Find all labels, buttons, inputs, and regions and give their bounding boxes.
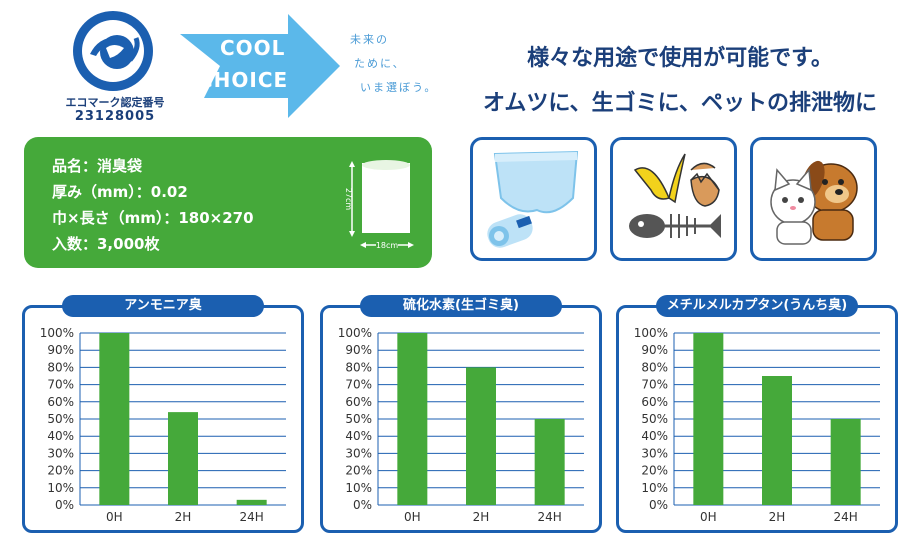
- y-tick-label: 30%: [641, 446, 668, 460]
- x-tick-label: 2H: [769, 510, 786, 524]
- use-food-waste: [610, 137, 737, 261]
- bag-width-label: 18cm: [376, 241, 399, 250]
- x-tick-label: 0H: [404, 510, 421, 524]
- spec-thickness: 厚み（mm）：0.02: [52, 183, 188, 201]
- y-tick-label: 60%: [641, 395, 668, 409]
- chart-panel-methyl-mercaptan: メチルメルカプタン(うんち臭) 0% 10% 20% 30% 40% 50% 60% 70% 8…: [616, 295, 898, 533]
- spec-size: 巾×長さ（mm）：180×270: [52, 209, 254, 227]
- cool-choice-tagline: 未来の ために、 いま選ぼう。: [350, 28, 460, 100]
- bar: [830, 419, 861, 505]
- tagline-line: ために、: [354, 57, 406, 70]
- food-waste-icon: [629, 153, 721, 238]
- cool-text: COOL: [220, 36, 286, 60]
- eco-mark-label: エコマーク認定番号: [65, 96, 165, 109]
- bar: [397, 333, 428, 505]
- y-tick-label: 100%: [40, 326, 74, 340]
- arrow-icon: [180, 14, 340, 118]
- use-pets: [750, 137, 877, 261]
- y-tick-label: 90%: [345, 343, 372, 357]
- diaper-icon: [487, 150, 579, 248]
- bag-height-label: 27cm: [344, 188, 353, 211]
- eco-mark-number: 23128005: [74, 109, 156, 124]
- bar-chart: 0% 10% 20% 30% 40% 50% 60% 70% 80% 90% 100% 0H 2H 24H: [40, 326, 286, 524]
- y-tick-label: 40%: [641, 429, 668, 443]
- headline-primary: 様々な用途で使用が可能です。: [527, 46, 833, 71]
- bar: [534, 419, 565, 505]
- cool-choice-logo: COOL CHOICE: [180, 14, 340, 118]
- use-diaper: [470, 137, 597, 261]
- chart-title: メチルメルカプタン(うんち臭): [656, 295, 858, 317]
- y-tick-label: 20%: [345, 464, 372, 478]
- x-tick-label: 24H: [240, 510, 264, 524]
- eco-mark-icon: [73, 11, 153, 91]
- y-tick-label: 10%: [345, 481, 372, 495]
- y-tick-label: 60%: [345, 395, 372, 409]
- bar: [762, 376, 792, 505]
- bar: [693, 333, 724, 505]
- y-tick-label: 10%: [641, 481, 668, 495]
- headline-secondary: オムツに、生ゴミに、ペットの排泄物に: [482, 91, 878, 116]
- spec-quantity: 入数：3,000枚: [52, 235, 160, 253]
- y-tick-label: 10%: [47, 481, 74, 495]
- y-tick-label: 80%: [345, 360, 372, 374]
- bar-chart: 0% 10% 20% 30% 40% 50% 60% 70% 80% 90% 100% 0H 2H 24H: [634, 326, 880, 524]
- bag-diagram: 27cm 18cm: [344, 160, 414, 250]
- y-tick-label: 50%: [47, 412, 74, 426]
- bar: [168, 412, 198, 505]
- x-tick-label: 2H: [175, 510, 192, 524]
- y-tick-label: 0%: [55, 498, 74, 512]
- x-tick-label: 24H: [538, 510, 562, 524]
- x-tick-label: 0H: [106, 510, 123, 524]
- y-tick-label: 80%: [47, 360, 74, 374]
- spec-box: 品名：消臭袋 厚み（mm）：0.02 巾×長さ（mm）：180×270 入数：3…: [24, 137, 432, 268]
- y-tick-label: 50%: [345, 412, 372, 426]
- chart-panel-hydrogen-sulfide: 硫化水素(生ゴミ臭) 0% 10% 20% 30% 40% 50% 60% 70% 80% 90%…: [320, 295, 602, 533]
- y-tick-label: 30%: [47, 446, 74, 460]
- tagline-line: いま選ぼう。: [360, 81, 438, 94]
- y-tick-label: 70%: [641, 378, 668, 392]
- bar: [466, 367, 496, 505]
- bar: [236, 499, 267, 505]
- spec-name: 品名：消臭袋: [52, 157, 143, 175]
- y-tick-label: 0%: [353, 498, 372, 512]
- y-tick-label: 90%: [47, 343, 74, 357]
- y-tick-label: 80%: [641, 360, 668, 374]
- y-tick-label: 90%: [641, 343, 668, 357]
- y-tick-label: 70%: [345, 378, 372, 392]
- y-tick-label: 40%: [345, 429, 372, 443]
- tagline-line: 未来の: [350, 33, 389, 46]
- eco-mark: エコマーク認定番号 23128005: [40, 8, 190, 124]
- x-tick-label: 2H: [473, 510, 490, 524]
- y-tick-label: 100%: [338, 326, 372, 340]
- y-tick-label: 30%: [345, 446, 372, 460]
- bar-chart: 0% 10% 20% 30% 40% 50% 60% 70% 80% 90% 100% 0H 2H 24H: [338, 326, 584, 524]
- pets-icon: [770, 160, 858, 245]
- chart-title: 硫化水素(生ゴミ臭): [360, 295, 562, 317]
- x-tick-label: 24H: [834, 510, 858, 524]
- y-tick-label: 0%: [649, 498, 668, 512]
- y-tick-label: 20%: [47, 464, 74, 478]
- y-tick-label: 40%: [47, 429, 74, 443]
- choice-text: CHOICE: [198, 68, 289, 92]
- bar: [99, 333, 130, 505]
- x-tick-label: 0H: [700, 510, 717, 524]
- y-tick-label: 70%: [47, 378, 74, 392]
- chart-panel-ammonia: アンモニア臭 0% 10% 20% 30% 40% 50% 60% 70% 80% 90% 100%…: [22, 295, 304, 533]
- y-tick-label: 20%: [641, 464, 668, 478]
- y-tick-label: 60%: [47, 395, 74, 409]
- chart-title: アンモニア臭: [62, 295, 264, 317]
- y-tick-label: 100%: [634, 326, 668, 340]
- y-tick-label: 50%: [641, 412, 668, 426]
